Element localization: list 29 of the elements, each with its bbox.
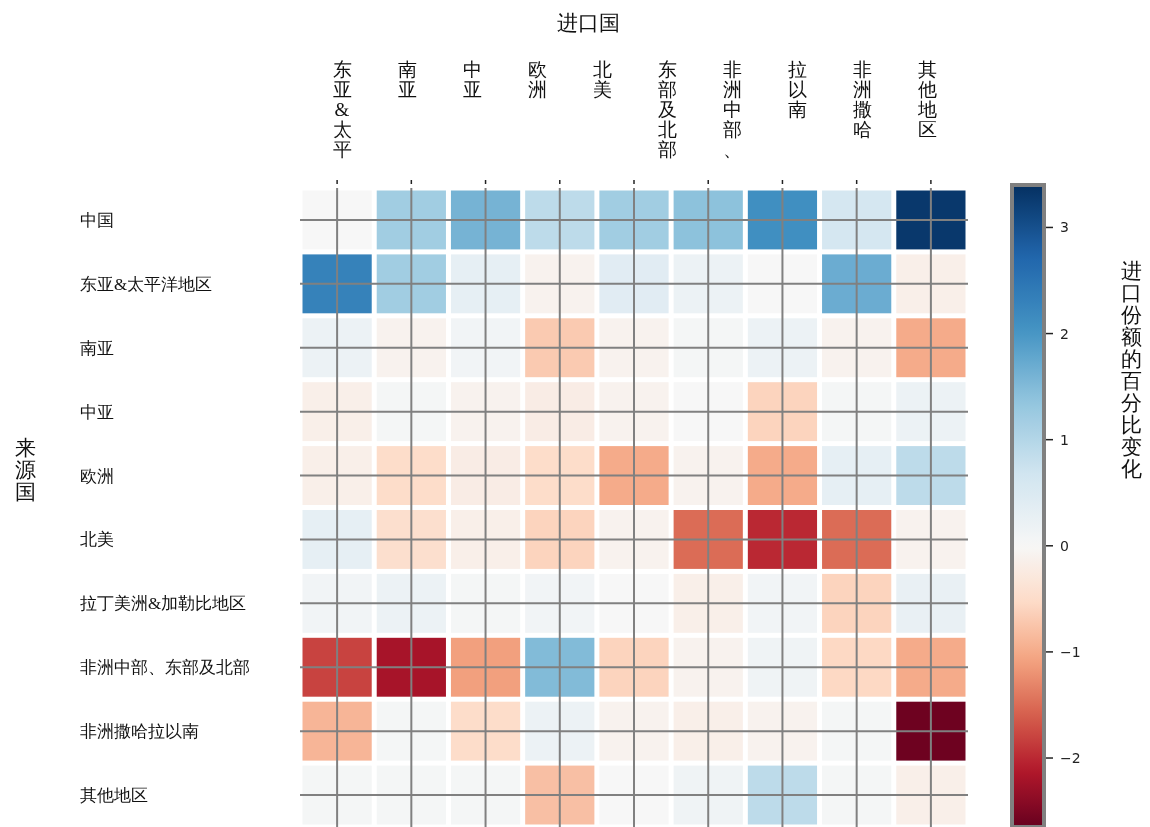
text: 非洲撒哈 xyxy=(852,59,872,140)
y-tick-label: 中国 xyxy=(80,210,114,230)
text: 进口份额的百分比变化 xyxy=(1120,259,1142,482)
y-tick-label: 欧洲 xyxy=(80,466,114,486)
y-tick-label: 非洲撒哈拉以南 xyxy=(80,722,199,742)
text: 欧洲 xyxy=(527,59,547,100)
color-bar-label: −2 xyxy=(1060,750,1081,767)
text: 东部及北部 xyxy=(657,59,677,160)
y-tick-label: 拉丁美洲&加勒比地区 xyxy=(80,594,247,614)
text: 北美 xyxy=(592,59,612,100)
text: 拉以南 xyxy=(787,59,807,120)
color-bar-label: 1 xyxy=(1060,431,1069,448)
y-tick-label: 非洲中部、东部及北部 xyxy=(80,658,250,678)
y-tick-label: 东亚&太平洋地区 xyxy=(80,274,213,294)
text: 非洲中部、 xyxy=(722,59,742,160)
y-tick-label: 其他地区 xyxy=(80,786,148,806)
text: 南亚 xyxy=(397,59,417,100)
color-bar-label: −1 xyxy=(1060,643,1081,660)
chart-title: 进口国 xyxy=(556,11,620,35)
text: 其他地区 xyxy=(916,59,937,140)
text: 东亚&太平 xyxy=(332,59,352,160)
color-bar-label: 3 xyxy=(1060,219,1069,236)
y-tick-label: 南亚 xyxy=(80,338,114,358)
text: 中亚 xyxy=(462,59,482,100)
y-tick-label: 北美 xyxy=(80,530,114,550)
y-tick-label: 中亚 xyxy=(80,402,114,422)
color-bar-label: 0 xyxy=(1060,537,1069,554)
y-axis-title: 来源国 xyxy=(14,436,36,505)
color-bar-label: 2 xyxy=(1060,325,1069,342)
